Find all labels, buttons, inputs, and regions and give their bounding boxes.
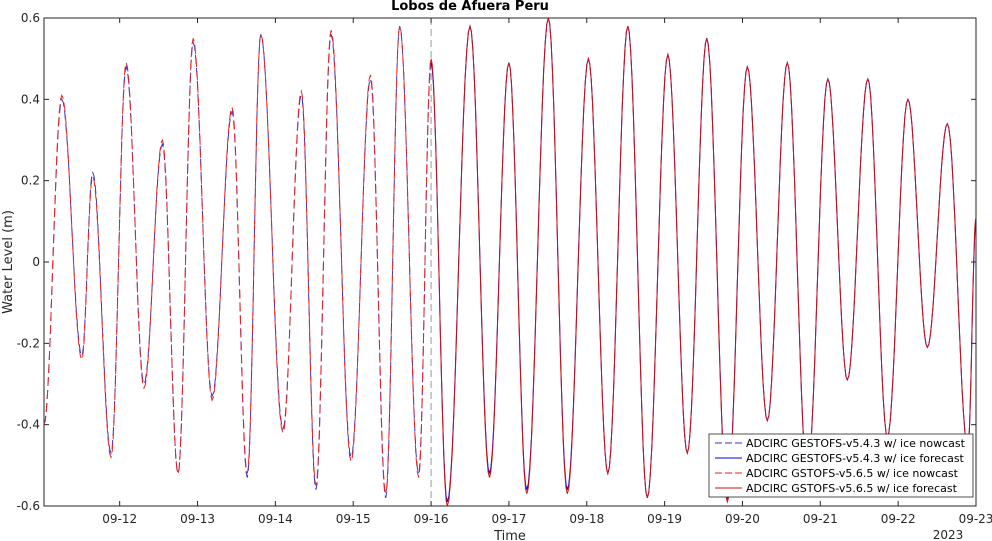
y-axis-label: Water Level (m) <box>1 210 16 314</box>
y-tick-label: 0 <box>32 255 40 269</box>
x-tick-label: 09-12 <box>102 512 137 526</box>
plot-frame <box>43 17 977 507</box>
legend-label: ADCIRC GESTOFS-v5.4.3 w/ ice forecast <box>746 452 965 465</box>
x-axis-label: Time <box>493 529 526 541</box>
x-tick-year: 2023 <box>933 528 964 541</box>
y-tick-label: -0.4 <box>17 418 40 432</box>
y-tick-label: -0.6 <box>17 499 40 513</box>
x-tick-label: 09-23 <box>959 512 992 526</box>
legend-box <box>708 433 974 498</box>
legend-label: ADCIRC GESTOFS-v5.4.3 w/ ice nowcast <box>746 437 966 450</box>
series-line-3 <box>43 25 432 494</box>
x-tick-label: 09-17 <box>491 512 526 526</box>
y-tick-label: 0.4 <box>21 92 40 106</box>
x-tick-label: 09-20 <box>725 512 760 526</box>
y-tick-label: -0.2 <box>17 336 40 350</box>
x-tick-label: 09-21 <box>803 512 838 526</box>
x-tick-label: 09-19 <box>647 512 682 526</box>
y-tick-label: 0.6 <box>21 11 40 25</box>
x-tick-label: 09-16 <box>414 512 449 526</box>
legend-label: ADCIRC GSTOFS-v5.6.5 w/ ice nowcast <box>746 467 959 480</box>
legend: ADCIRC GESTOFS-v5.4.3 w/ ice nowcast ADCI… <box>708 433 974 498</box>
y-axis: -0.6 -0.4 -0.2 0 0.2 0.4 0.6 <box>17 11 976 513</box>
x-tick-label: 09-13 <box>180 512 215 526</box>
legend-label: ADCIRC GSTOFS-v5.6.5 w/ ice forecast <box>746 482 958 495</box>
x-tick-label: 09-18 <box>569 512 604 526</box>
x-tick-label: 09-22 <box>881 512 916 526</box>
plot-area <box>43 17 977 507</box>
x-tick-label: 09-15 <box>336 512 371 526</box>
series-line-4 <box>430 17 977 507</box>
chart-title: Lobos de Afuera Peru <box>391 0 549 14</box>
series-layer <box>43 17 977 507</box>
y-tick-label: 0.2 <box>21 174 40 188</box>
x-tick-label: 09-14 <box>258 512 293 526</box>
x-axis: 09-12 09-13 09-14 09-15 09-16 09-17 09-18 09-19… <box>102 18 992 526</box>
